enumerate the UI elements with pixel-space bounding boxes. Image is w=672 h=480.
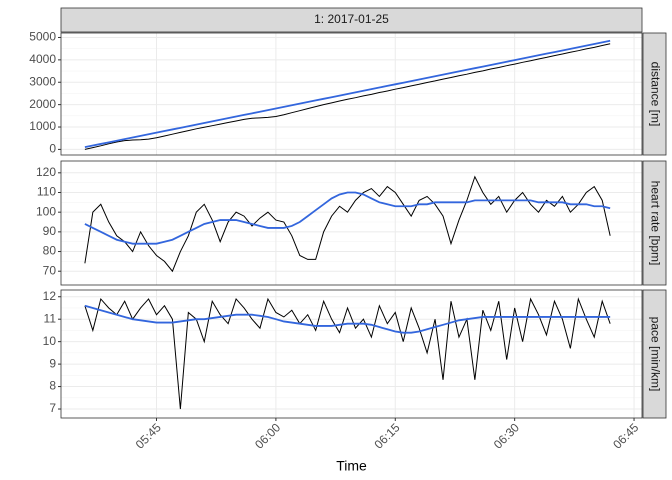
y-tick-label: 10 <box>43 334 57 348</box>
series-line <box>84 304 611 334</box>
x-tick-label: 06:00 <box>252 420 283 451</box>
facet-label: pace [min/km] <box>648 317 662 392</box>
y-tick-label: 0 <box>49 142 56 156</box>
series-line <box>84 43 611 150</box>
x-tick-label: 06:30 <box>491 420 522 451</box>
facet-title: 1: 2017-01-25 <box>314 12 389 26</box>
facet-strip <box>642 32 667 156</box>
facet-strip <box>642 289 667 419</box>
series-line <box>84 191 611 245</box>
facet-label: distance [m] <box>648 62 662 127</box>
y-tick-label: 8 <box>49 379 56 393</box>
facet-strip <box>60 7 643 33</box>
x-tick-label: 06:45 <box>610 420 641 451</box>
y-tick-label: 70 <box>43 263 57 277</box>
y-tick-label: 7 <box>49 401 56 415</box>
panel-border <box>60 289 643 419</box>
y-tick-label: 110 <box>37 185 56 199</box>
y-tick-label: 1000 <box>29 119 56 133</box>
facet-strip <box>642 160 667 286</box>
y-tick-label: 3000 <box>29 74 56 88</box>
panel-background <box>61 290 642 418</box>
y-tick-label: 100 <box>36 204 56 218</box>
panel-background <box>61 161 642 285</box>
y-tick-label: 5000 <box>29 30 56 44</box>
y-tick-label: 2000 <box>29 97 56 111</box>
facet-label: heart rate [bpm] <box>648 181 662 266</box>
x-axis-title: Time <box>336 458 367 474</box>
y-tick-label: 11 <box>44 311 57 325</box>
panel-border <box>60 160 643 286</box>
series-line <box>84 175 611 273</box>
y-tick-label: 90 <box>43 224 57 238</box>
series-line <box>84 297 611 410</box>
series-line <box>84 39 611 149</box>
y-tick-label: 9 <box>49 356 56 370</box>
panel-border <box>60 32 643 156</box>
y-tick-label: 4000 <box>29 52 56 66</box>
y-tick-label: 80 <box>43 244 57 258</box>
y-tick-label: 12 <box>43 289 57 303</box>
x-tick-label: 06:15 <box>372 420 403 451</box>
x-tick-label: 05:45 <box>133 420 164 451</box>
y-tick-label: 120 <box>36 165 56 179</box>
